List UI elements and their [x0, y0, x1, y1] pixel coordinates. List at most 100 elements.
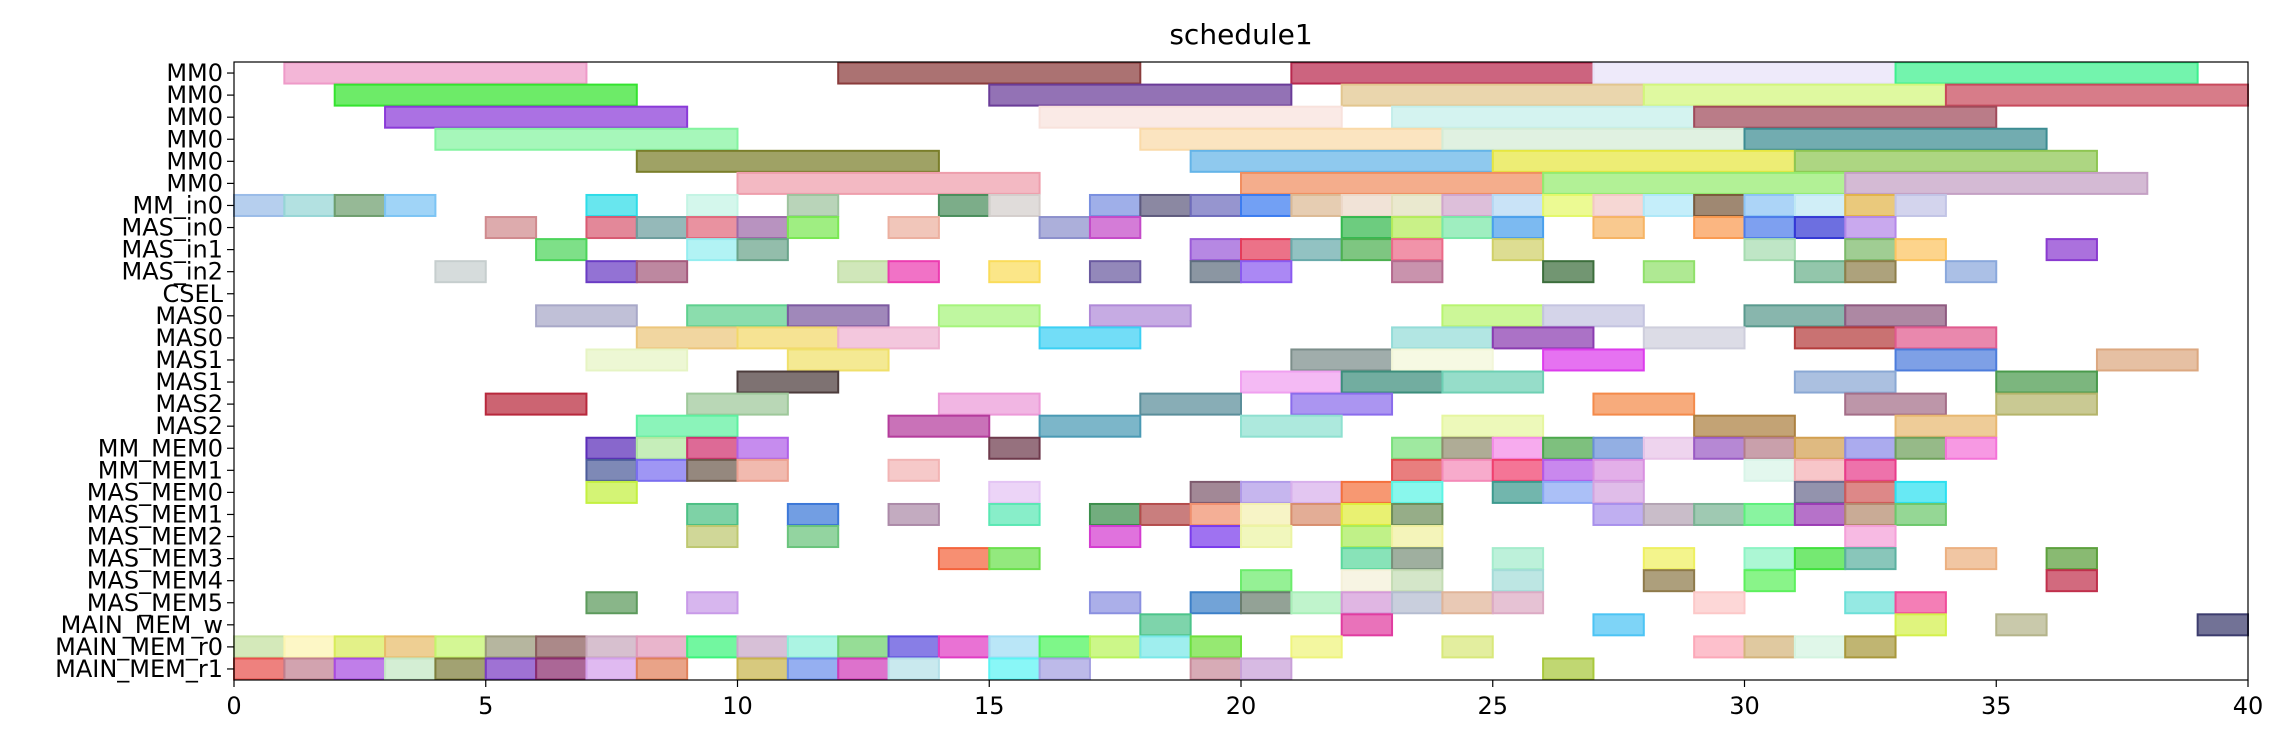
task-bar	[434, 127, 739, 151]
task-bar	[1391, 260, 1444, 284]
task-bar	[1693, 193, 1746, 217]
task-bar	[1391, 525, 1444, 549]
task-bar	[887, 414, 991, 438]
task-bar	[887, 260, 940, 284]
task-bar	[837, 657, 890, 681]
task-bar	[2045, 569, 2098, 593]
task-bar	[1441, 436, 1494, 460]
task-bar	[1793, 480, 1847, 504]
y-tick-label: MAIN_MEM_w	[61, 611, 223, 639]
task-bar	[736, 238, 789, 262]
task-bar	[1240, 480, 1293, 504]
task-bar	[786, 193, 840, 217]
task-bar	[937, 547, 991, 571]
task-bar	[1391, 238, 1444, 262]
task-bar	[1139, 502, 1192, 526]
task-bar	[1542, 304, 1645, 328]
task-bar	[635, 414, 739, 438]
task-bar	[1491, 193, 1545, 217]
task-bar	[1491, 216, 1545, 240]
task-bar	[1441, 304, 1545, 328]
task-bar	[585, 635, 638, 659]
task-bar	[333, 657, 387, 681]
task-bar	[1290, 392, 1394, 416]
y-tick-label: MAS0	[155, 302, 223, 330]
task-bar	[1340, 238, 1394, 262]
task-bar	[1844, 436, 1897, 460]
task-bar	[686, 436, 739, 460]
task-bar	[283, 657, 336, 681]
task-bar	[1441, 458, 1494, 482]
task-bar	[736, 635, 789, 659]
task-bar	[887, 635, 940, 659]
y-tick-label: MAIN_MEM_r1	[55, 655, 223, 683]
task-bar	[1592, 436, 1645, 460]
y-tick-label: MAIN_MEM_r0	[55, 633, 223, 661]
task-bar	[887, 657, 940, 681]
task-bar	[1038, 414, 1142, 438]
task-bar	[1844, 525, 1897, 549]
task-bar	[1139, 392, 1243, 416]
task-bar	[1441, 216, 1494, 240]
task-bar	[1592, 458, 1645, 482]
task-bar	[1542, 657, 1595, 681]
task-bar	[635, 657, 689, 681]
y-axis: MM0MM0MM0MM0MM0MM0MM_in0MAS_in0MAS_in1MA…	[55, 59, 234, 683]
task-bar	[1240, 657, 1293, 681]
task-bar	[1894, 436, 1947, 460]
task-bar	[1038, 657, 1091, 681]
task-bar	[786, 525, 840, 549]
task-bar	[736, 326, 840, 350]
task-bar	[1189, 480, 1243, 504]
task-bar	[1693, 105, 1998, 129]
y-tick-label: MAS_MEM1	[87, 500, 223, 528]
task-bar	[384, 193, 437, 217]
task-bar	[1793, 149, 2098, 173]
y-tick-label: MAS_in2	[121, 258, 223, 286]
task-bar	[1391, 216, 1444, 240]
task-bar	[635, 326, 739, 350]
task-bar	[1391, 480, 1444, 504]
task-bar	[837, 326, 940, 350]
task-bar	[1894, 613, 1947, 637]
task-bar	[1793, 326, 1897, 350]
task-bar	[1894, 414, 1998, 438]
y-tick-label: MAS2	[155, 412, 223, 440]
task-bar	[837, 61, 1142, 85]
y-tick-label: MAS2	[155, 390, 223, 418]
task-bar	[1441, 127, 1746, 151]
y-tick-label: MAS1	[155, 368, 223, 396]
task-bar	[635, 216, 689, 240]
task-bar	[1391, 547, 1444, 571]
task-bar	[1592, 61, 1897, 85]
task-bar	[1139, 127, 1444, 151]
task-bar	[1491, 480, 1545, 504]
task-bar	[1894, 238, 1947, 262]
task-bars	[233, 61, 2250, 681]
y-tick-label: MAS_MEM3	[87, 545, 223, 573]
task-bar	[1088, 525, 1142, 549]
task-bar	[1038, 326, 1142, 350]
task-bar	[988, 260, 1041, 284]
task-bar	[988, 547, 1041, 571]
task-bar	[1743, 458, 1796, 482]
y-tick-label: MAS_in1	[121, 236, 223, 264]
task-bar	[333, 83, 638, 107]
task-bar	[1491, 569, 1545, 593]
task-bar	[1642, 193, 1696, 217]
task-bar	[1894, 326, 1998, 350]
task-bar	[1844, 238, 1897, 262]
task-bar	[1391, 436, 1444, 460]
task-bar	[1340, 83, 1645, 107]
task-bar	[786, 502, 840, 526]
task-bar	[233, 635, 286, 659]
task-bar	[1088, 635, 1142, 659]
task-bar	[1290, 635, 1343, 659]
task-bar	[1844, 304, 1947, 328]
y-tick-label: MM0	[166, 125, 223, 153]
x-axis: 0 5 10 15 20 25 30 35 40	[226, 680, 2263, 720]
task-bar	[1793, 458, 1847, 482]
task-bar	[1290, 480, 1343, 504]
task-bar	[887, 458, 940, 482]
task-bar	[535, 304, 638, 328]
